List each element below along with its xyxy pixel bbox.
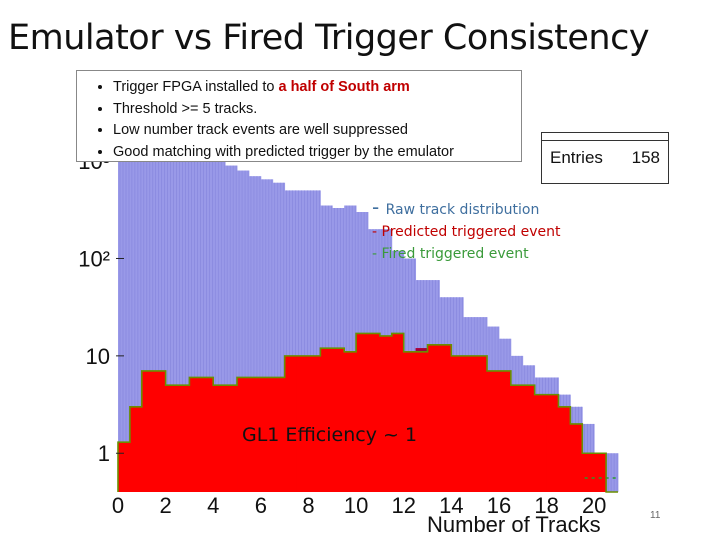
fired-bar xyxy=(296,355,309,492)
x-tick-label: 10 xyxy=(344,493,368,518)
page-number: 11 xyxy=(650,510,661,521)
fired-bar xyxy=(272,377,286,492)
legend-predicted-dash: - xyxy=(372,224,382,240)
fired-bar xyxy=(189,377,202,492)
fired-bar xyxy=(546,394,559,492)
raw-bar xyxy=(606,453,619,492)
stats-divider xyxy=(542,140,668,141)
legend-raw-dash: - xyxy=(372,195,386,219)
legend-predicted: - Predicted triggered event xyxy=(372,221,560,243)
bullet-text: Low number track events are well suppres… xyxy=(113,122,408,138)
legend-fired-dash: - xyxy=(372,246,382,262)
bullet-item: Trigger FPGA installed to a half of Sout… xyxy=(113,77,521,99)
y-tick-label: 1 xyxy=(98,441,110,466)
x-tick-label: 16 xyxy=(487,493,511,518)
fired-bar xyxy=(129,406,143,492)
x-tick-label: 2 xyxy=(159,493,171,518)
x-axis-title: Number of Tracks xyxy=(427,512,601,537)
x-tick-label: 18 xyxy=(534,493,558,518)
fired-bar xyxy=(475,355,488,492)
fired-bar xyxy=(463,355,476,492)
fired-bar xyxy=(201,377,214,492)
fired-bar xyxy=(332,348,345,492)
fired-bar xyxy=(177,385,190,492)
legend-fired-label: Fired triggered event xyxy=(381,246,529,262)
raw-bar xyxy=(118,157,131,492)
x-tick-label: 20 xyxy=(582,493,606,518)
legend-fired: - Fired triggered event xyxy=(372,243,560,265)
bullet-list: Trigger FPGA installed to a half of Sout… xyxy=(77,71,521,163)
stats-box: Entries 158 xyxy=(541,132,669,184)
fired-bar xyxy=(522,385,536,492)
bullet-item: Good matching with predicted trigger by … xyxy=(113,142,521,164)
fired-bar xyxy=(582,453,595,492)
fired-bar xyxy=(153,370,167,492)
entries-label: Entries xyxy=(550,148,603,167)
y-tick-label: 10² xyxy=(78,246,110,271)
fired-bar xyxy=(487,370,500,492)
fired-bar xyxy=(225,385,238,492)
fired-bar xyxy=(320,348,333,492)
fired-bar xyxy=(213,385,226,492)
x-tick-label: 12 xyxy=(391,493,415,518)
fired-bar xyxy=(558,406,571,492)
fired-bar xyxy=(368,333,381,492)
bullet-item: Low number track events are well suppres… xyxy=(113,120,521,142)
fired-bar xyxy=(308,355,321,492)
fired-bar xyxy=(439,344,452,492)
legend-predicted-label: Predicted triggered event xyxy=(381,224,561,240)
x-tick-label: 8 xyxy=(302,493,314,518)
bullet-text: Threshold >= 5 tracks. xyxy=(113,100,258,117)
fired-bar xyxy=(237,377,250,492)
legend: - Raw track distribution - Predicted tri… xyxy=(372,196,560,265)
fired-bar xyxy=(534,394,547,492)
legend-raw: - Raw track distribution xyxy=(372,196,560,221)
fired-bar xyxy=(427,344,440,492)
x-tick-label: 14 xyxy=(439,493,463,518)
fired-bar xyxy=(344,351,357,492)
fired-bar xyxy=(284,355,297,492)
fired-excess-bar xyxy=(415,348,428,352)
fired-bar xyxy=(570,423,583,492)
fired-bar xyxy=(379,335,393,492)
bullet-text: Good matching with predicted trigger by … xyxy=(113,143,454,160)
fired-bar xyxy=(403,351,417,492)
bullet-box: Trigger FPGA installed to a half of Sout… xyxy=(76,70,522,162)
fired-bar xyxy=(510,385,524,492)
fired-bar xyxy=(451,355,464,492)
predicted-trigger-line xyxy=(117,332,618,493)
fired-bar xyxy=(391,333,405,492)
bullet-item: Threshold >= 5 tracks. xyxy=(113,99,521,121)
fired-bar xyxy=(248,377,262,492)
fired-bar xyxy=(260,377,274,492)
x-tick-label: 0 xyxy=(112,493,124,518)
fired-bar xyxy=(498,370,512,492)
y-tick-label: 10 xyxy=(86,344,110,369)
entries-value: 158 xyxy=(631,148,660,167)
bullet-text: Trigger FPGA installed to xyxy=(113,79,279,95)
fired-bar xyxy=(118,442,131,492)
legend-raw-label: Raw track distribution xyxy=(385,202,540,218)
x-tick-label: 6 xyxy=(255,493,267,518)
fired-bar xyxy=(141,370,155,492)
slide-title: Emulator vs Fired Trigger Consistency xyxy=(8,18,650,58)
efficiency-annotation: GL1 Efficiency ~ 1 xyxy=(242,424,418,446)
fired-bar xyxy=(165,385,178,492)
x-tick-label: 4 xyxy=(207,493,219,518)
bullet-highlight: a half of South arm xyxy=(278,79,410,95)
fired-bar xyxy=(356,333,369,492)
fired-bar xyxy=(594,453,607,492)
fired-bar xyxy=(415,348,428,492)
